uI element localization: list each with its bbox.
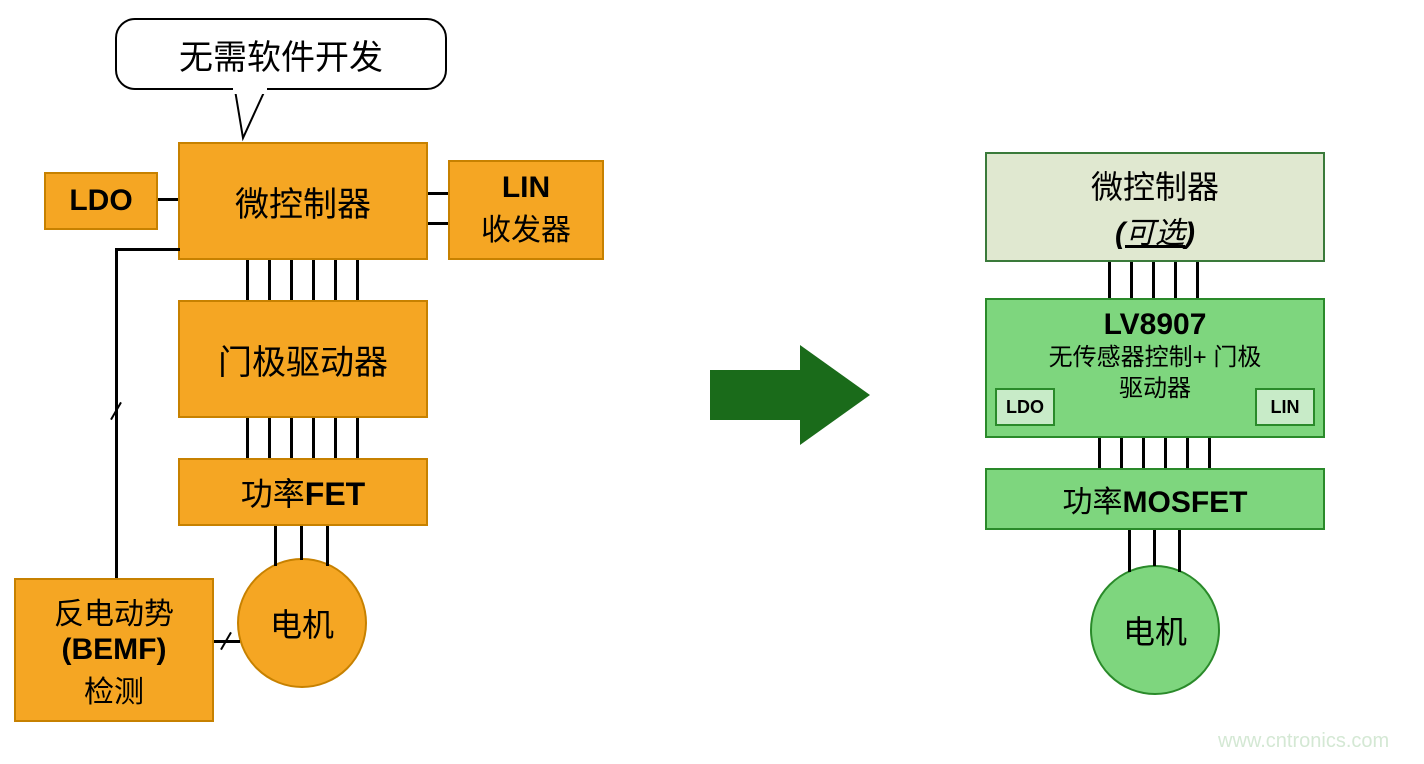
transition-arrow <box>700 335 880 455</box>
mosfet-suffix: MOSFET <box>1123 486 1248 520</box>
fet-box: 功率 FET <box>178 458 428 526</box>
conn-mcu-lin-2 <box>428 222 448 225</box>
conn-r-mcu-lv-3 <box>1152 262 1155 298</box>
callout-tail <box>225 86 285 146</box>
conn-mcu-gate-2 <box>268 260 271 300</box>
conn-r-lv-mos-3 <box>1142 438 1145 468</box>
conn-r-lv-mos-4 <box>1164 438 1167 468</box>
lv-ldo-box: LDO <box>995 388 1055 426</box>
motor-label-right: 电机 <box>1123 607 1187 653</box>
ldo-box: LDO <box>44 172 158 230</box>
motor-circle-right: 电机 <box>1090 565 1220 695</box>
conn-r-lv-mos-6 <box>1208 438 1211 468</box>
bemf-box: 反电动势 (BEMF) 检测 <box>14 578 214 722</box>
mcu-right-label1: 微控制器 <box>1091 162 1219 208</box>
fet-suffix: FET <box>305 476 365 513</box>
conn-bemf-up-h <box>115 248 180 251</box>
mcu-right-paren-open: ( <box>1115 217 1125 251</box>
conn-r-mos-motor-3 <box>1178 530 1181 572</box>
conn-r-mcu-lv-2 <box>1130 262 1133 298</box>
conn-fet-motor-3 <box>326 526 329 566</box>
conn-gate-fet-2 <box>268 418 271 458</box>
conn-gate-fet-5 <box>334 418 337 458</box>
mcu-right-paren-close: ) <box>1185 217 1195 251</box>
motor-circle-left: 电机 <box>237 558 367 688</box>
callout-text: 无需软件开发 <box>179 30 383 79</box>
conn-fet-motor-2 <box>300 526 303 560</box>
lv-lin-label: LIN <box>1271 397 1300 418</box>
callout-bubble: 无需软件开发 <box>115 18 447 90</box>
conn-gate-fet-6 <box>356 418 359 458</box>
lin-label2: 收发器 <box>481 205 571 249</box>
gate-driver-box: 门极驱动器 <box>178 300 428 418</box>
conn-r-mcu-lv-1 <box>1108 262 1111 298</box>
conn-r-mos-motor-1 <box>1128 530 1131 572</box>
watermark: www.cntronics.com <box>1218 730 1389 753</box>
mcu-label-left: 微控制器 <box>235 177 371 226</box>
mcu-box-right: 微控制器 ( 可选 ) <box>985 152 1325 262</box>
lin-label1: LIN <box>502 171 550 205</box>
bemf-label1: 反电动势 <box>54 589 174 633</box>
bemf-label2: (BEMF) <box>62 633 167 667</box>
lv-ldo-label: LDO <box>1006 397 1044 418</box>
conn-r-lv-mos-5 <box>1186 438 1189 468</box>
lv8907-title: LV8907 <box>1104 308 1207 342</box>
conn-r-lv-mos-1 <box>1098 438 1101 468</box>
conn-mcu-gate-6 <box>356 260 359 300</box>
conn-r-mos-motor-2 <box>1153 530 1156 566</box>
conn-mcu-gate-5 <box>334 260 337 300</box>
conn-gate-fet-1 <box>246 418 249 458</box>
mcu-right-label2: 可选 <box>1125 208 1185 252</box>
fet-prefix: 功率 <box>241 469 305 515</box>
conn-ldo-mcu <box>158 198 178 201</box>
conn-gate-fet-3 <box>290 418 293 458</box>
lin-box: LIN 收发器 <box>448 160 604 260</box>
conn-r-mcu-lv-5 <box>1196 262 1199 298</box>
bemf-label3: 检测 <box>84 667 144 711</box>
conn-mcu-gate-1 <box>246 260 249 300</box>
conn-mcu-lin-1 <box>428 192 448 195</box>
mosfet-box: 功率 MOSFET <box>985 468 1325 530</box>
conn-mcu-gate-3 <box>290 260 293 300</box>
conn-fet-motor-1 <box>274 526 277 566</box>
ldo-label: LDO <box>69 184 132 218</box>
conn-r-mcu-lv-4 <box>1174 262 1177 298</box>
conn-mcu-gate-4 <box>312 260 315 300</box>
conn-gate-fet-4 <box>312 418 315 458</box>
mosfet-prefix: 功率 <box>1063 477 1123 521</box>
gate-driver-label: 门极驱动器 <box>218 335 388 384</box>
conn-r-lv-mos-2 <box>1120 438 1123 468</box>
lv-lin-box: LIN <box>1255 388 1315 426</box>
motor-label-left: 电机 <box>270 600 334 646</box>
mcu-box-left: 微控制器 <box>178 142 428 260</box>
